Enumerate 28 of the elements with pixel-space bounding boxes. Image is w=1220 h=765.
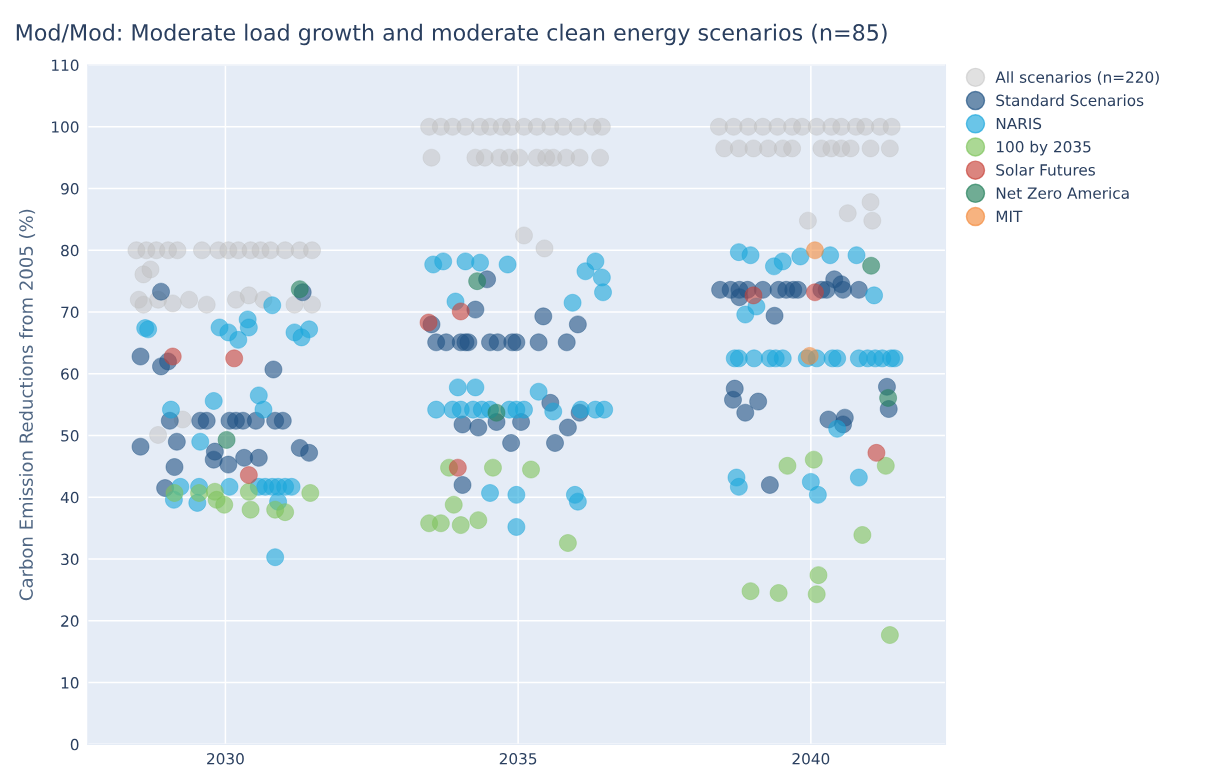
legend-label: Standard Scenarios — [996, 94, 1144, 107]
x-tick-label: 2040 — [792, 752, 830, 765]
legend-label: MIT — [996, 210, 1023, 222]
y-tick-label: 50 — [61, 430, 79, 442]
y-tick-label: 80 — [61, 244, 79, 257]
x-tick-label: 2030 — [207, 752, 244, 765]
y-tick-label: 110 — [52, 59, 79, 72]
point — [451, 302, 470, 321]
legend-label: NARIS — [996, 117, 1042, 130]
y-tick-label: 60 — [61, 368, 79, 380]
y-tick-label: 70 — [61, 306, 79, 319]
x-tick-label: 2035 — [499, 752, 537, 765]
legend-label: All scenarios (n=220) — [995, 71, 1159, 85]
y-tick-label: 0 — [70, 738, 79, 751]
legend-label: Solar Futures — [996, 163, 1095, 176]
legend-label: 100 by 2035 — [997, 140, 1091, 156]
y-tick-label: 100 — [52, 121, 79, 133]
legend-label: Net Zero America — [996, 187, 1129, 199]
y-tick-label: 10 — [61, 677, 79, 689]
y-tick-label: 90 — [61, 183, 79, 195]
point — [744, 286, 763, 305]
point — [163, 347, 182, 366]
y-tick-label: 40 — [60, 491, 79, 504]
point — [217, 431, 236, 449]
chart-title: Mod/Mod: Moderate load growth and moderate clean energy scenarios (n=85) — [16, 23, 887, 46]
y-axis-title: Carbon Emission Reductions from 2005 (%) — [18, 209, 36, 601]
y-tick-label: 30 — [61, 553, 79, 566]
y-tick-label: 20 — [61, 615, 79, 627]
